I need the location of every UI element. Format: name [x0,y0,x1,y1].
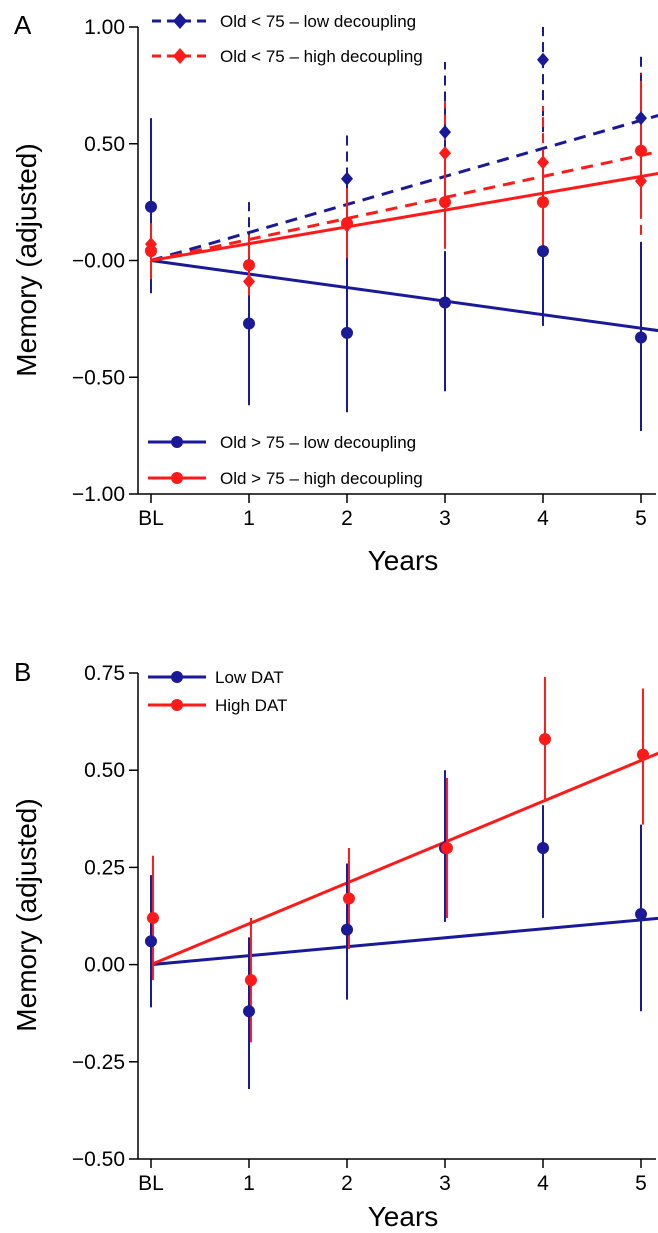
panel-b-letter: B [14,657,31,687]
panel-a: A 1.00 0.50 −0.00 −0.50 −1.00 BL 1 2 3 4 5 Memory… [11,10,658,576]
panel-a-xtick-label: BL [138,507,164,530]
panel-b-x-label: Years [368,1201,439,1232]
legend-label-high-dat: High DAT [215,696,287,715]
data-point-old-under-75-high-decoupling [439,146,451,161]
legend-label-old-under-75-low: Old < 75 – low decoupling [220,12,416,31]
panel-b-xtick-label: 1 [243,1172,255,1195]
data-point-old-under-75-high-decoupling [537,155,549,170]
fit-line-old-over-75-high-decoupling [150,172,658,262]
legend-marker-old-under-75-high [173,48,187,64]
data-point-low-dat [537,841,549,854]
panel-b-ytick-label: −0.25 [72,1051,125,1074]
panel-b-xtick-label: 5 [635,1172,647,1195]
legend-marker-low-dat [171,671,183,683]
panel-a-xtick-label: 1 [243,507,255,530]
data-point-old-over-75-low-decoupling [341,326,353,339]
panel-b-ytick-label: 0.25 [84,856,125,879]
data-point-old-over-75-low-decoupling [145,200,157,213]
data-point-high-dat [538,733,551,746]
data-point-low-dat [341,923,353,936]
panel-b-xtick-label: 3 [439,1172,451,1195]
panel-a-xtick-label: 5 [635,507,647,530]
panel-a-xtick-label: 2 [341,507,353,530]
panel-b-ytick-label: 0.75 [84,662,125,685]
panel-b-ytick-label: −0.50 [72,1148,125,1171]
panel-a-xtick-label: 3 [439,507,451,530]
panel-a-ytick-label: −0.50 [72,366,125,389]
data-point-old-over-75-high-decoupling [537,196,549,209]
data-point-old-under-75-high-decoupling [635,174,647,189]
data-point-old-under-75-high-decoupling [243,274,255,289]
data-point-high-dat [342,892,355,905]
data-point-old-over-75-low-decoupling [243,317,255,330]
panel-a-x-label: Years [368,545,439,576]
fit-line-old-over-75-low-decoupling [150,259,658,333]
data-point-old-under-75-low-decoupling [341,171,353,186]
data-point-old-over-75-high-decoupling [341,217,353,230]
panel-b-legend: Low DAT High DAT [148,668,287,715]
data-point-old-over-75-low-decoupling [635,331,647,344]
data-point-old-over-75-high-decoupling [145,245,157,258]
data-point-old-over-75-high-decoupling [635,144,647,157]
legend-marker-old-under-75-low [173,13,187,29]
data-point-high-dat [440,841,453,854]
data-point-old-under-75-low-decoupling [537,52,549,67]
legend-marker-old-over-75-high [171,472,183,484]
data-point-high-dat [636,748,649,761]
legend-marker-high-dat [171,699,183,711]
panel-a-legend-top: Old < 75 – low decoupling Old < 75 – hig… [152,12,423,66]
panel-a-ytick-label: −1.00 [72,483,125,506]
legend-label-old-under-75-high: Old < 75 – high decoupling [220,47,423,66]
data-point-old-under-75-low-decoupling [439,125,451,140]
legend-label-low-dat: Low DAT [215,668,284,687]
panel-b-xtick-label: 4 [537,1172,549,1195]
data-point-old-under-75-low-decoupling [635,111,647,126]
panel-a-xtick-label: 4 [537,507,549,530]
panel-a-letter: A [14,10,32,40]
fit-line-old-under-75-low-decoupling [150,113,658,262]
panel-b-xtick-label: BL [138,1172,164,1195]
panel-b-xtick-label: 2 [341,1172,353,1195]
fit-line-low-dat [150,916,658,967]
panel-b-ytick-label: 0.50 [84,759,125,782]
panel-a-legend-bottom: Old > 75 – low decoupling Old > 75 – hig… [148,433,423,488]
fit-line-high-dat [150,751,658,966]
fit-line-old-under-75-high-decoupling [150,150,658,262]
data-point-low-dat [145,935,157,948]
data-point-high-dat [244,974,257,987]
panel-b: B 0.75 0.50 0.25 0.00 −0.25 −0.50 BL 1 2 3 4 5 Mem… [11,657,658,1232]
data-point-old-over-75-low-decoupling [537,245,549,258]
data-point-low-dat [243,1005,255,1018]
data-point-old-over-75-high-decoupling [439,196,451,209]
data-point-old-over-75-high-decoupling [243,259,255,272]
legend-marker-old-over-75-low [171,436,183,448]
legend-label-old-over-75-high: Old > 75 – high decoupling [220,469,423,488]
data-point-high-dat [146,911,159,924]
panel-a-ytick-label: 1.00 [84,16,125,39]
data-point-low-dat [635,908,647,921]
panel-b-ytick-label: 0.00 [84,954,125,977]
panel-a-ytick-label: −0.00 [72,250,125,273]
panel-b-y-label: Memory (adjusted) [11,798,42,1031]
panel-a-y-label: Memory (adjusted) [11,143,42,376]
data-point-old-over-75-low-decoupling [439,296,451,309]
legend-label-old-over-75-low: Old > 75 – low decoupling [220,433,416,452]
panel-a-ytick-label: 0.50 [84,133,125,156]
